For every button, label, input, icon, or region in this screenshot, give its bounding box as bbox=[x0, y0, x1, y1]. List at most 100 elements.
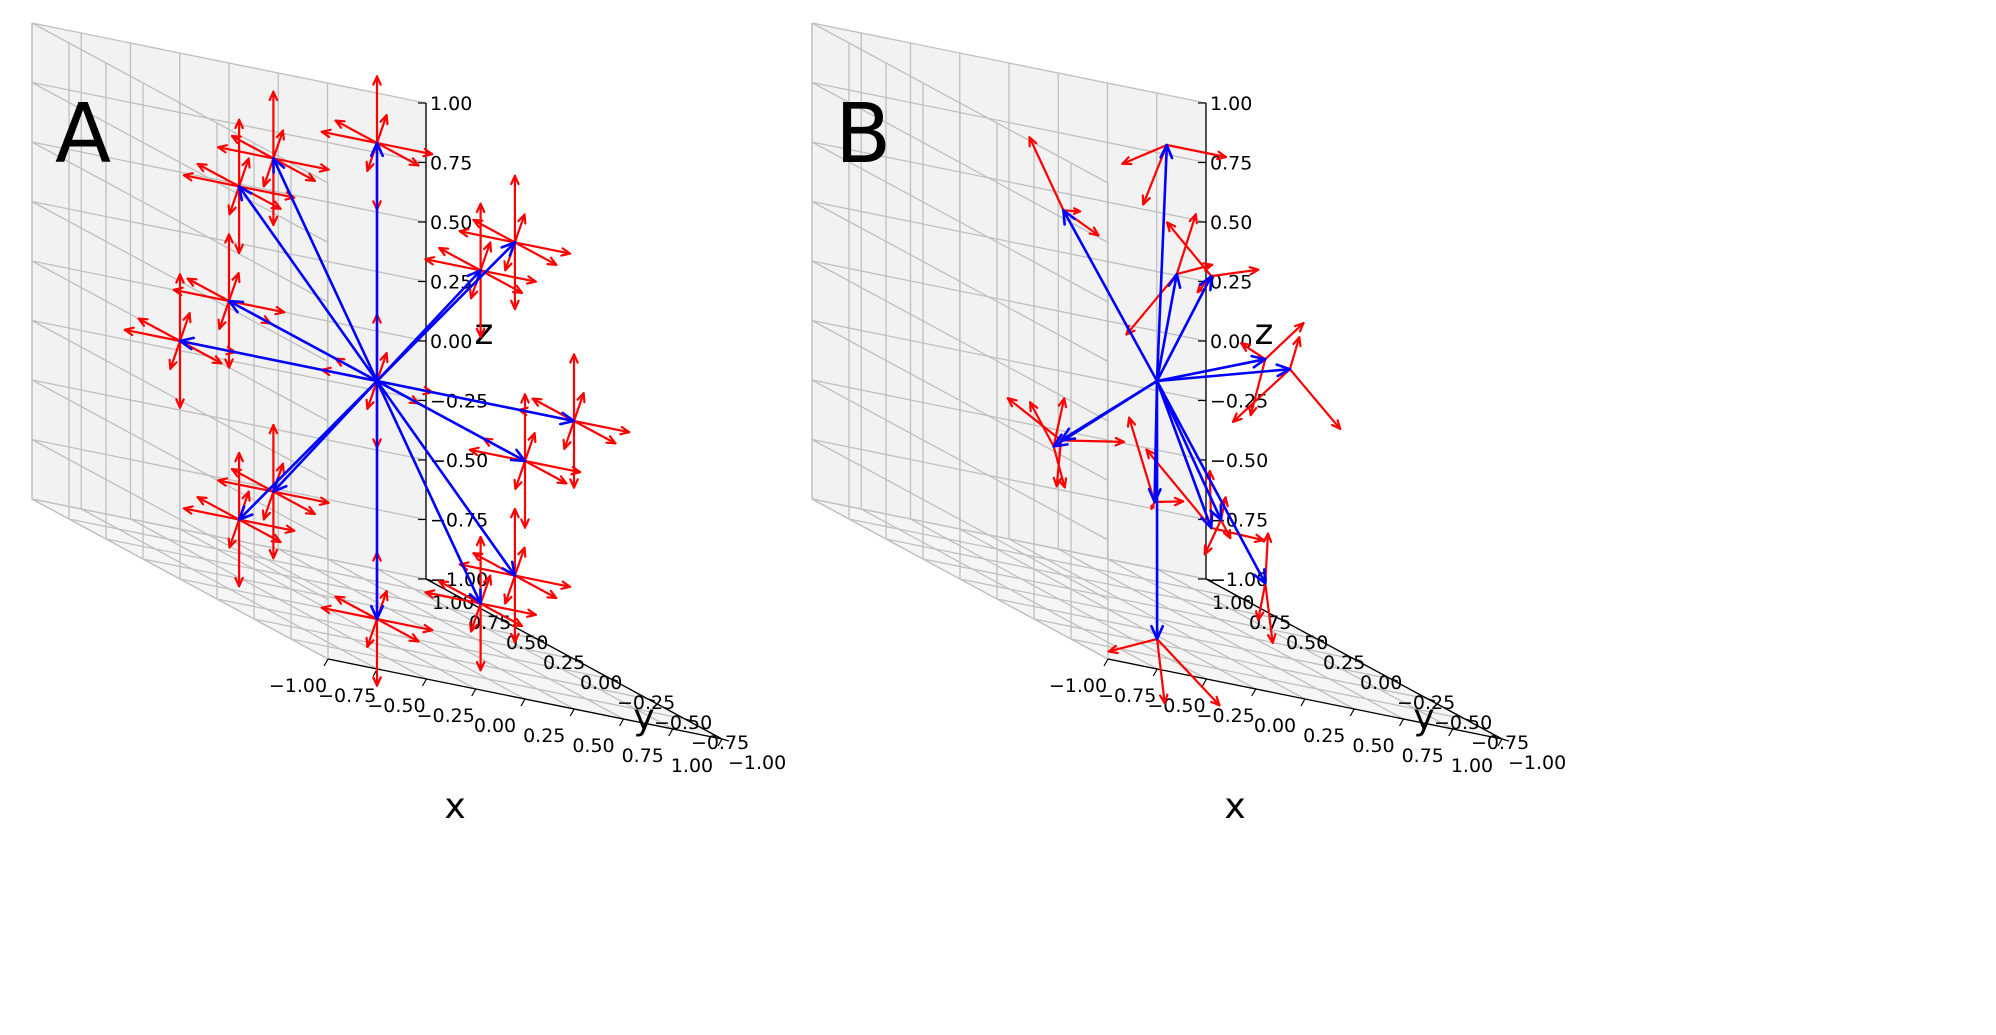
red-arrow bbox=[510, 241, 520, 311]
blue-arrow bbox=[375, 379, 517, 577]
red-arrow bbox=[479, 241, 493, 272]
red-arrow-shaft bbox=[172, 288, 231, 303]
red-arrow-shaft bbox=[479, 269, 524, 294]
red-arrow-head bbox=[196, 162, 208, 173]
blue-arrow bbox=[1155, 354, 1267, 383]
blue-arrow-head bbox=[272, 477, 288, 493]
red-arrow-head bbox=[1145, 448, 1156, 460]
x-tick bbox=[421, 678, 428, 687]
red-arrow-head bbox=[1240, 342, 1252, 352]
grid-line bbox=[811, 200, 1207, 283]
blue-arrow-head bbox=[558, 411, 576, 426]
y-tick bbox=[499, 618, 508, 622]
red-arrow-head bbox=[318, 496, 330, 506]
red-arrow-shaft bbox=[1210, 268, 1260, 278]
red-arrow-head bbox=[320, 604, 332, 615]
red-arrow-head bbox=[1330, 419, 1342, 430]
red-arrow bbox=[334, 119, 379, 145]
blue-arrow bbox=[1155, 379, 1223, 522]
x-tick-label: −0.75 bbox=[1098, 685, 1156, 707]
red-arrow-head bbox=[472, 552, 484, 562]
red-arrow-shaft bbox=[272, 490, 330, 504]
blue-arrow-shaft bbox=[227, 299, 379, 383]
red-arrow-shaft bbox=[1240, 342, 1267, 361]
y-tick-label: 1.00 bbox=[432, 592, 474, 614]
red-arrow-head bbox=[1231, 412, 1243, 423]
axes: −1.00−1.00−1.00−0.75−0.75−0.75−0.50−0.50… bbox=[1049, 93, 1566, 827]
panel-label: B bbox=[835, 87, 891, 182]
red-arrow-head bbox=[1088, 226, 1100, 237]
blue-arrow bbox=[369, 141, 385, 383]
red-arrow bbox=[234, 518, 244, 588]
red-arrow bbox=[1062, 207, 1082, 215]
y-tick bbox=[647, 698, 656, 702]
red-arrow bbox=[217, 477, 275, 493]
red-arrow-head bbox=[1150, 504, 1155, 510]
red-arrow bbox=[1153, 496, 1185, 507]
quiver-data bbox=[123, 75, 631, 687]
x-tick bbox=[1448, 728, 1454, 737]
red-arrow-head bbox=[424, 589, 436, 599]
red-arrow-shaft bbox=[513, 574, 572, 588]
red-arrow-shaft bbox=[238, 185, 296, 199]
blue-arrow-head bbox=[1150, 624, 1165, 641]
red-arrow-head bbox=[408, 633, 420, 643]
red-arrow-head bbox=[531, 397, 543, 407]
red-arrow-head bbox=[270, 533, 282, 544]
red-arrow-head bbox=[408, 157, 420, 167]
red-arrow-head bbox=[1141, 194, 1151, 206]
blue-arrow-head bbox=[1199, 274, 1213, 292]
y-axis-label: y bbox=[1413, 697, 1434, 738]
red-arrow-shaft bbox=[1249, 358, 1267, 417]
red-arrow-head bbox=[304, 505, 316, 516]
red-arrow-head bbox=[511, 617, 524, 628]
red-arrow bbox=[227, 272, 241, 303]
z-tick-label: 1.00 bbox=[1210, 93, 1252, 115]
red-arrow-shaft bbox=[375, 141, 434, 156]
red-arrow bbox=[1155, 637, 1169, 705]
red-arrow-head bbox=[217, 318, 227, 330]
red-arrow-shaft bbox=[196, 162, 241, 188]
y-tick bbox=[610, 678, 619, 682]
red-arrow-head bbox=[379, 352, 389, 364]
red-arrow-head bbox=[475, 535, 486, 547]
x-tick bbox=[1251, 688, 1257, 697]
red-arrow-shaft bbox=[178, 312, 191, 343]
y-axis-label: y bbox=[633, 697, 654, 738]
red-arrow-shaft bbox=[375, 141, 420, 167]
blue-arrow-head bbox=[1059, 427, 1077, 442]
red-arrow bbox=[272, 490, 316, 516]
x-tick-label: 0.75 bbox=[1402, 745, 1444, 767]
red-arrow-head bbox=[1165, 221, 1177, 233]
red-arrow-head bbox=[1222, 528, 1232, 540]
red-arrow-head bbox=[576, 392, 586, 404]
red-arrow-shaft bbox=[1155, 637, 1221, 707]
red-arrow-head bbox=[224, 233, 234, 244]
red-arrow-shaft bbox=[272, 157, 330, 171]
red-arrow-shaft bbox=[563, 419, 576, 450]
red-arrow-head bbox=[1057, 397, 1068, 409]
blue-arrow bbox=[1155, 363, 1292, 383]
panel-a: −1.00−1.00−1.00−0.75−0.75−0.75−0.50−0.50… bbox=[31, 22, 786, 827]
z-tick-label: 0.00 bbox=[430, 331, 472, 353]
red-arrow-head bbox=[1293, 322, 1305, 333]
y-tick bbox=[573, 658, 582, 662]
red-arrow-head bbox=[1173, 496, 1185, 507]
red-arrow-head bbox=[483, 241, 493, 253]
red-arrow-head bbox=[268, 423, 279, 435]
blue-arrow-head bbox=[1275, 363, 1292, 378]
blue-arrow-shaft bbox=[375, 379, 482, 605]
red-arrow-shaft bbox=[479, 269, 537, 283]
red-arrow-head bbox=[1107, 644, 1119, 655]
red-arrow-head bbox=[1057, 477, 1068, 489]
red-arrow-head bbox=[224, 358, 234, 369]
blue-arrow-shaft bbox=[375, 379, 576, 423]
red-arrow-head bbox=[619, 425, 631, 436]
red-arrow bbox=[182, 505, 241, 521]
blue-arrow-shaft bbox=[1155, 143, 1169, 383]
red-arrow-head bbox=[560, 580, 572, 590]
red-arrow bbox=[375, 141, 420, 167]
red-arrow bbox=[217, 144, 275, 160]
red-arrow-shaft bbox=[1165, 143, 1228, 159]
blue-arrow-shaft bbox=[1062, 209, 1159, 383]
